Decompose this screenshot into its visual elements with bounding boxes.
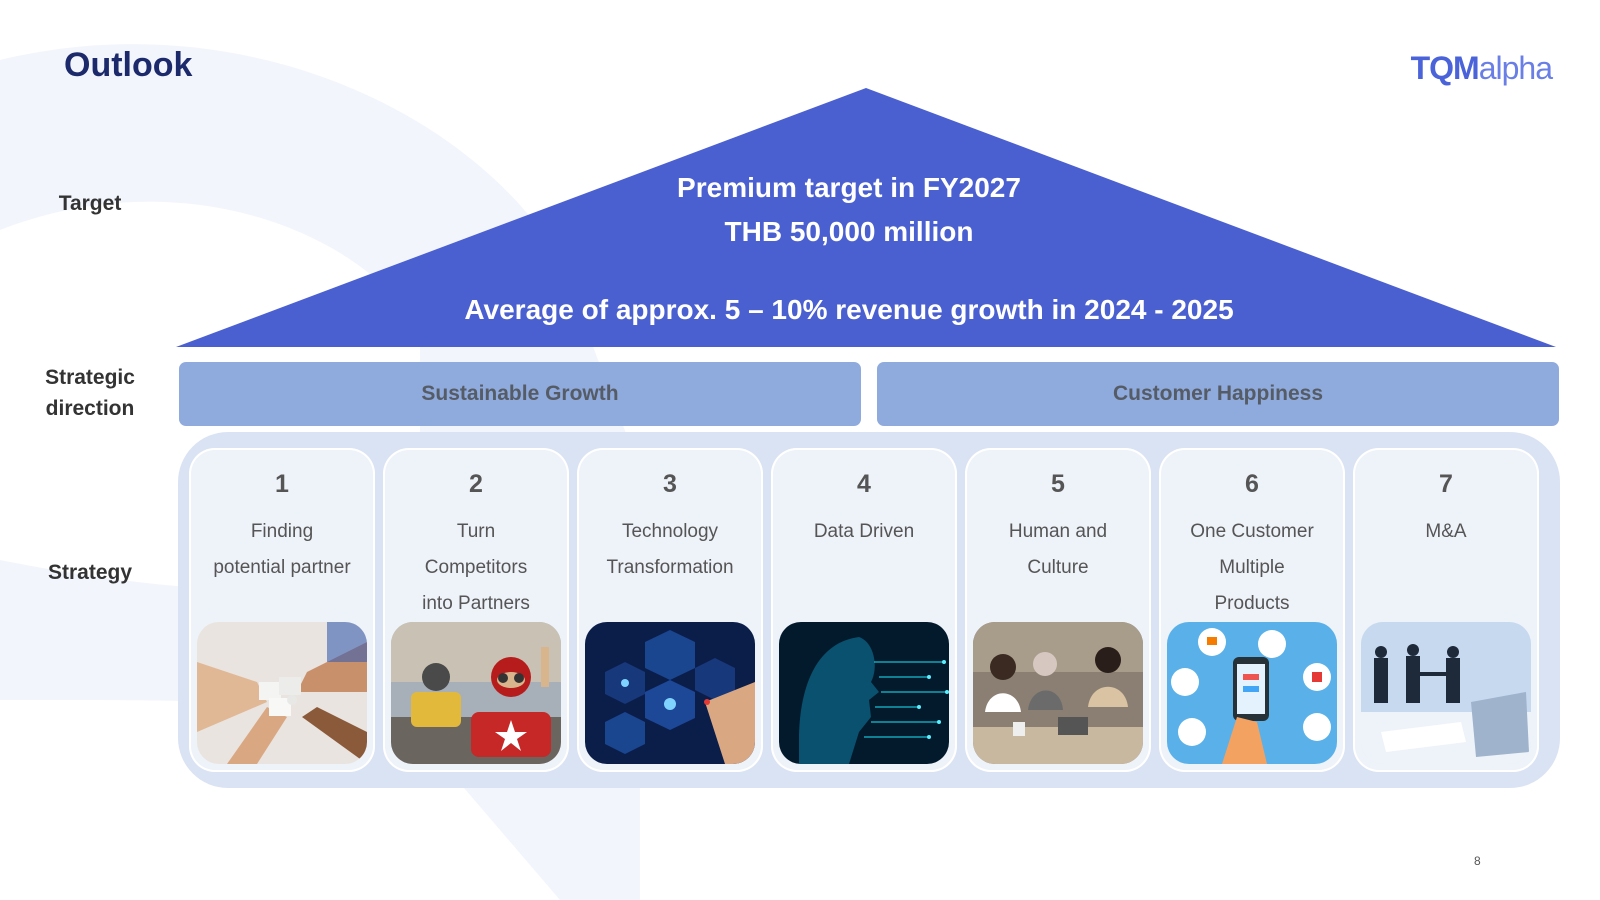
team-meeting-photo	[973, 622, 1143, 764]
strategy-number: 7	[1439, 470, 1453, 498]
strategy-number: 6	[1245, 470, 1259, 498]
puzzle-hands-photo	[197, 622, 367, 764]
strategy-card-4: 4 Data Driven	[771, 448, 957, 772]
row-label-target: Target	[58, 192, 122, 215]
strategy-label: One Customer Multiple Products	[1190, 521, 1314, 614]
strategy-label: M&A	[1425, 521, 1467, 542]
row-label-strategic-direction: Strategic direction	[45, 366, 135, 420]
strategy-card-7: 7 M&A	[1353, 448, 1539, 772]
strategy-label: Finding potential partner	[213, 521, 351, 578]
strategy-card-2: 2 Turn Competitors into Partners	[383, 448, 569, 772]
ai-circuit-face-photo	[779, 622, 949, 764]
row-label-strategy: Strategy	[47, 561, 133, 584]
kids-racing-cars-photo	[391, 622, 561, 764]
premium-target-text: Premium target in FY2027 THB 50,000 mill…	[677, 172, 1021, 247]
strategy-card-1: 1 Finding potential partner	[189, 448, 375, 772]
strategy-number: 1	[275, 470, 289, 498]
strategy-card-6: 6 One Customer Multiple Products	[1159, 448, 1345, 772]
strategy-label: Turn Competitors into Partners	[422, 521, 530, 614]
target-roof-triangle	[176, 88, 1556, 347]
strategy-number: 4	[857, 470, 871, 498]
page-number: 8	[1474, 854, 1481, 868]
phone-services-illustration	[1167, 622, 1337, 764]
strategy-label: Data Driven	[813, 521, 915, 542]
strategy-label: Technology Transformation	[606, 521, 734, 578]
strategy-card-3: 3 Technology Transformation	[577, 448, 763, 772]
business-handshake-photo	[1361, 622, 1531, 764]
strategy-label: Human and Culture	[1008, 521, 1108, 578]
strategy-number: 3	[663, 470, 677, 498]
strategy-number: 2	[469, 470, 483, 498]
strategy-number: 5	[1051, 470, 1065, 498]
page-title: Outlook	[64, 46, 193, 84]
digital-transformation-photo	[585, 622, 755, 764]
strategy-card-5: 5 Human and Culture	[965, 448, 1151, 772]
direction-customer-happiness: Customer Happiness	[877, 362, 1559, 426]
direction-sustainable-growth: Sustainable Growth	[179, 362, 861, 426]
revenue-growth-text: Average of approx. 5 – 10% revenue growt…	[464, 294, 1234, 325]
tqm-alpha-logo: TQMalpha	[1410, 50, 1553, 86]
